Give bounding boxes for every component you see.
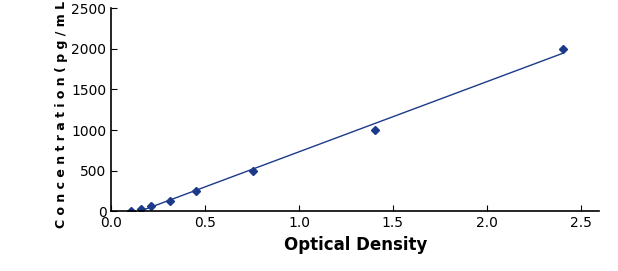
X-axis label: Optical Density: Optical Density <box>284 236 427 254</box>
Y-axis label: C o n c e n t r a t i o n ( p g / m L ): C o n c e n t r a t i o n ( p g / m L ) <box>56 0 69 228</box>
